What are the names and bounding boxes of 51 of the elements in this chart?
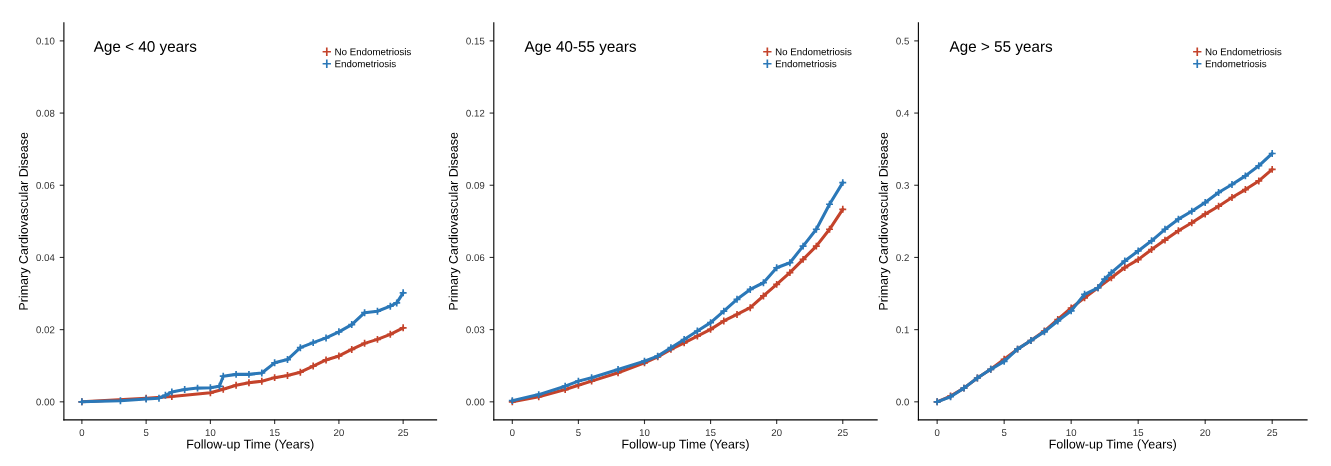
y-tick-label: 0.02 — [36, 326, 55, 334]
legend-label: No Endometriosis — [775, 48, 852, 56]
y-tick-label: 0.2 — [896, 254, 909, 262]
y-axis-title: Primary Cardiovascular Disease — [18, 132, 31, 310]
text: Age > 55 years — [949, 41, 1053, 55]
y-tick-label: 0.1 — [896, 326, 909, 334]
x-tick-label: 0 — [934, 429, 940, 437]
y-axis-title: Primary Cardiovascular Disease — [448, 132, 461, 310]
x-tick-label: 5 — [143, 429, 149, 437]
y-tick-label: 0.0 — [896, 398, 909, 406]
y-tick-label: 0.10 — [36, 37, 55, 45]
x-tick-label: 0 — [509, 429, 515, 437]
x-tick-label: 25 — [837, 429, 848, 437]
x-tick-label: 15 — [705, 429, 716, 437]
y-tick-label: 0.09 — [466, 181, 485, 189]
x-axis-title: Follow-up Time (Years) — [1049, 439, 1176, 451]
x-tick-label: 10 — [1066, 429, 1077, 437]
legend-label: No Endometriosis — [335, 48, 411, 56]
x-tick-label: 5 — [576, 429, 581, 437]
text: Age 40-55 years — [524, 41, 637, 55]
x-tick-label: 20 — [1200, 429, 1211, 437]
y-tick-label: 0.08 — [36, 109, 55, 117]
y-tick-label: 0.15 — [466, 37, 485, 45]
x-tick-label: 15 — [1133, 429, 1144, 437]
y-tick-label: 0.00 — [36, 398, 55, 406]
y-tick-label: 0.06 — [466, 254, 485, 262]
x-tick-label: 10 — [205, 429, 216, 437]
x-tick-label: 0 — [79, 429, 85, 437]
legend-label: Endometriosis — [335, 60, 396, 68]
x-axis-title: Follow-up Time (Years) — [622, 439, 749, 451]
y-tick-label: 0.03 — [466, 326, 485, 334]
text: Age < 40 years — [93, 41, 197, 55]
x-tick-label: 20 — [333, 429, 344, 437]
x-tick-label: 10 — [639, 429, 650, 437]
legend-label: Endometriosis — [1205, 60, 1267, 68]
x-axis-title: Follow-up Time (Years) — [187, 439, 314, 451]
y-tick-label: 0.04 — [36, 254, 55, 262]
y-tick-label: 0.3 — [896, 181, 909, 189]
x-tick-label: 25 — [1267, 429, 1278, 437]
y-tick-label: 0.06 — [36, 181, 55, 189]
y-tick-label: 0.4 — [896, 109, 910, 117]
x-tick-label: 15 — [269, 429, 280, 437]
legend-label: Endometriosis — [775, 60, 837, 68]
x-tick-label: 20 — [771, 429, 782, 437]
x-tick-label: 25 — [398, 429, 409, 437]
y-tick-label: 0.5 — [896, 37, 909, 45]
y-axis-title: Primary Cardiovascular Disease — [878, 132, 891, 310]
y-tick-label: 0.00 — [466, 398, 485, 406]
y-tick-label: 0.12 — [466, 109, 485, 117]
x-tick-label: 5 — [1001, 429, 1007, 437]
legend-label: No Endometriosis — [1205, 48, 1282, 56]
